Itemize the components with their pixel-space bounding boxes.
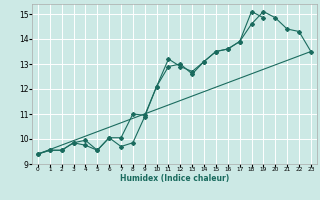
X-axis label: Humidex (Indice chaleur): Humidex (Indice chaleur): [120, 174, 229, 183]
